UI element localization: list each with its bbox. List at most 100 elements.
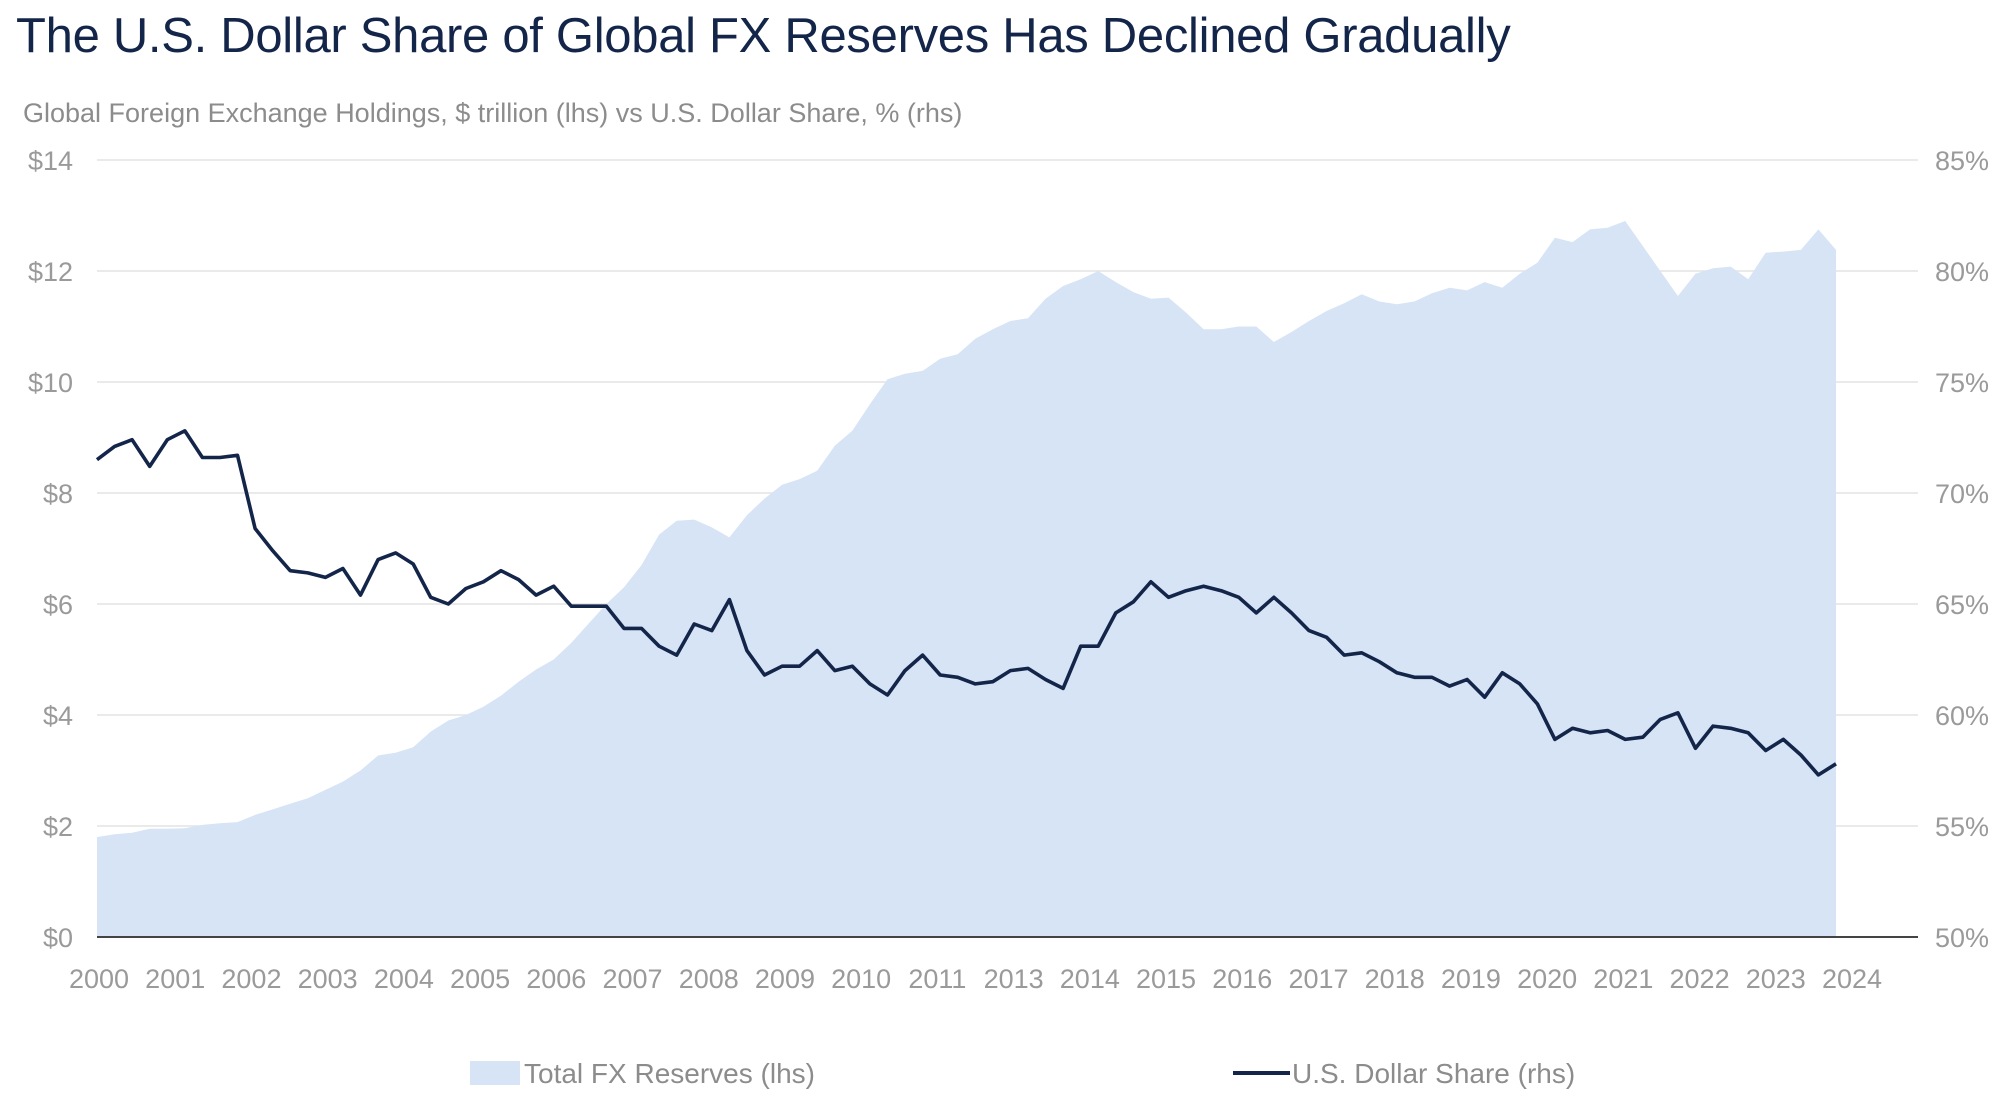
us-dollar-share-point (341, 567, 345, 571)
us-dollar-share-point (200, 456, 204, 460)
us-dollar-share-point (833, 669, 837, 673)
x-axis-tick-label: 2003 (298, 964, 358, 994)
us-dollar-share-point (903, 669, 907, 673)
us-dollar-share-point (218, 456, 222, 460)
us-dollar-share-point (288, 569, 292, 573)
x-axis-tick-label: 2021 (1593, 964, 1653, 994)
us-dollar-share-point (1448, 684, 1452, 688)
us-dollar-share-point (359, 593, 363, 597)
us-dollar-share-point (1061, 686, 1065, 690)
right-axis-labels: 50% 55% 60% 65% 70% 75% 80% 85% (1935, 146, 1989, 953)
left-axis-tick-label: $2 (43, 812, 73, 842)
us-dollar-share-point (1588, 731, 1592, 735)
us-dollar-share-point (1711, 724, 1715, 728)
us-dollar-share-point (183, 429, 187, 433)
right-axis-tick-label: 60% (1935, 701, 1989, 731)
x-axis-tick-label: 2008 (679, 964, 739, 994)
us-dollar-share-point (95, 458, 99, 462)
x-axis-tick-label: 2010 (831, 964, 891, 994)
x-axis-tick-label: 2023 (1746, 964, 1806, 994)
right-axis-tick-label: 65% (1935, 590, 1989, 620)
right-axis-tick-label: 80% (1935, 257, 1989, 287)
us-dollar-share-point (640, 626, 644, 630)
us-dollar-share-point (1412, 675, 1416, 679)
us-dollar-share-point (1325, 635, 1329, 639)
x-axis-tick-label: 2017 (1288, 964, 1348, 994)
left-axis-tick-label: $4 (43, 701, 73, 731)
us-dollar-share-point (1799, 753, 1803, 757)
left-axis-tick-label: $12 (28, 257, 73, 287)
x-axis-tick-label: 2022 (1670, 964, 1730, 994)
us-dollar-share-point (1254, 611, 1258, 615)
us-dollar-share-point (973, 682, 977, 686)
left-axis-tick-label: $0 (43, 923, 73, 953)
us-dollar-share-point (569, 604, 573, 608)
right-axis-tick-label: 70% (1935, 479, 1989, 509)
us-dollar-share-point (604, 604, 608, 608)
us-dollar-share-point (394, 551, 398, 555)
us-dollar-share-point (868, 682, 872, 686)
us-dollar-share-point (1008, 669, 1012, 673)
us-dollar-share-point (1694, 746, 1698, 750)
chart-title: The U.S. Dollar Share of Global FX Reser… (16, 9, 1511, 63)
us-dollar-share-point (1290, 611, 1294, 615)
us-dollar-share-point (1219, 589, 1223, 593)
us-dollar-share-point (1360, 651, 1364, 655)
us-dollar-share-point (1237, 595, 1241, 599)
x-axis-tick-label: 2011 (908, 964, 966, 994)
us-dollar-share-point (411, 562, 415, 566)
us-dollar-share-point (692, 622, 696, 626)
us-dollar-share-point (780, 664, 784, 668)
us-dollar-share-point (1342, 653, 1346, 657)
us-dollar-share-point (991, 680, 995, 684)
us-dollar-share-point (1500, 671, 1504, 675)
us-dollar-share-point (1483, 695, 1487, 699)
us-dollar-share-point (1764, 749, 1768, 753)
us-dollar-share-point (1606, 729, 1610, 733)
us-dollar-share-point (323, 575, 327, 579)
us-dollar-share-point (710, 629, 714, 633)
legend-area-swatch (470, 1061, 520, 1085)
us-dollar-share-point (815, 649, 819, 653)
chart-subtitle: Global Foreign Exchange Holdings, $ tril… (23, 98, 963, 128)
legend-line-label: U.S. Dollar Share (rhs) (1292, 1058, 1575, 1089)
x-axis-tick-label: 2019 (1441, 964, 1501, 994)
x-axis-tick-label: 2020 (1517, 964, 1577, 994)
total-fx-reserves-area (97, 221, 1836, 937)
us-dollar-share-point (956, 675, 960, 679)
x-axis-tick-label: 2007 (602, 964, 662, 994)
us-dollar-share-point (1816, 773, 1820, 777)
x-axis-tick-label: 2018 (1365, 964, 1425, 994)
right-axis-tick-label: 85% (1935, 146, 1989, 176)
us-dollar-share-point (165, 438, 169, 442)
us-dollar-share-point (1746, 731, 1750, 735)
us-dollar-share-point (1571, 726, 1575, 730)
x-axis-tick-label: 2009 (755, 964, 815, 994)
us-dollar-share-point (236, 453, 240, 457)
us-dollar-share-point (481, 580, 485, 584)
us-dollar-share-point (376, 558, 380, 562)
us-dollar-share-point (253, 527, 257, 531)
us-dollar-share-point (745, 649, 749, 653)
us-dollar-share-point (429, 595, 433, 599)
us-dollar-share-point (1553, 737, 1557, 741)
x-axis-labels: 2000 2001 2002 2003 2004 2005 2006 2007 2008 2009… (69, 964, 1882, 994)
legend-area-label: Total FX Reserves (lhs) (524, 1058, 815, 1089)
legend: Total FX Reserves (lhs) U.S. Dollar Shar… (470, 1058, 1575, 1089)
us-dollar-share-point (763, 673, 767, 677)
us-dollar-share-point (1131, 600, 1135, 604)
x-axis-tick-label: 2004 (374, 964, 434, 994)
us-dollar-share-point (148, 464, 152, 468)
right-axis-tick-label: 55% (1935, 812, 1989, 842)
us-dollar-share-point (446, 602, 450, 606)
us-dollar-share-point (464, 587, 468, 591)
us-dollar-share-point (1026, 666, 1030, 670)
us-dollar-share-point (886, 693, 890, 697)
us-dollar-share-point (130, 438, 134, 442)
us-dollar-share-point (1658, 717, 1662, 721)
us-dollar-share-point (1377, 660, 1381, 664)
left-axis-labels: $0 $2 $4 $6 $8 $10 $12 $14 (28, 146, 73, 953)
right-axis-tick-label: 75% (1935, 368, 1989, 398)
us-dollar-share-point (1518, 682, 1522, 686)
